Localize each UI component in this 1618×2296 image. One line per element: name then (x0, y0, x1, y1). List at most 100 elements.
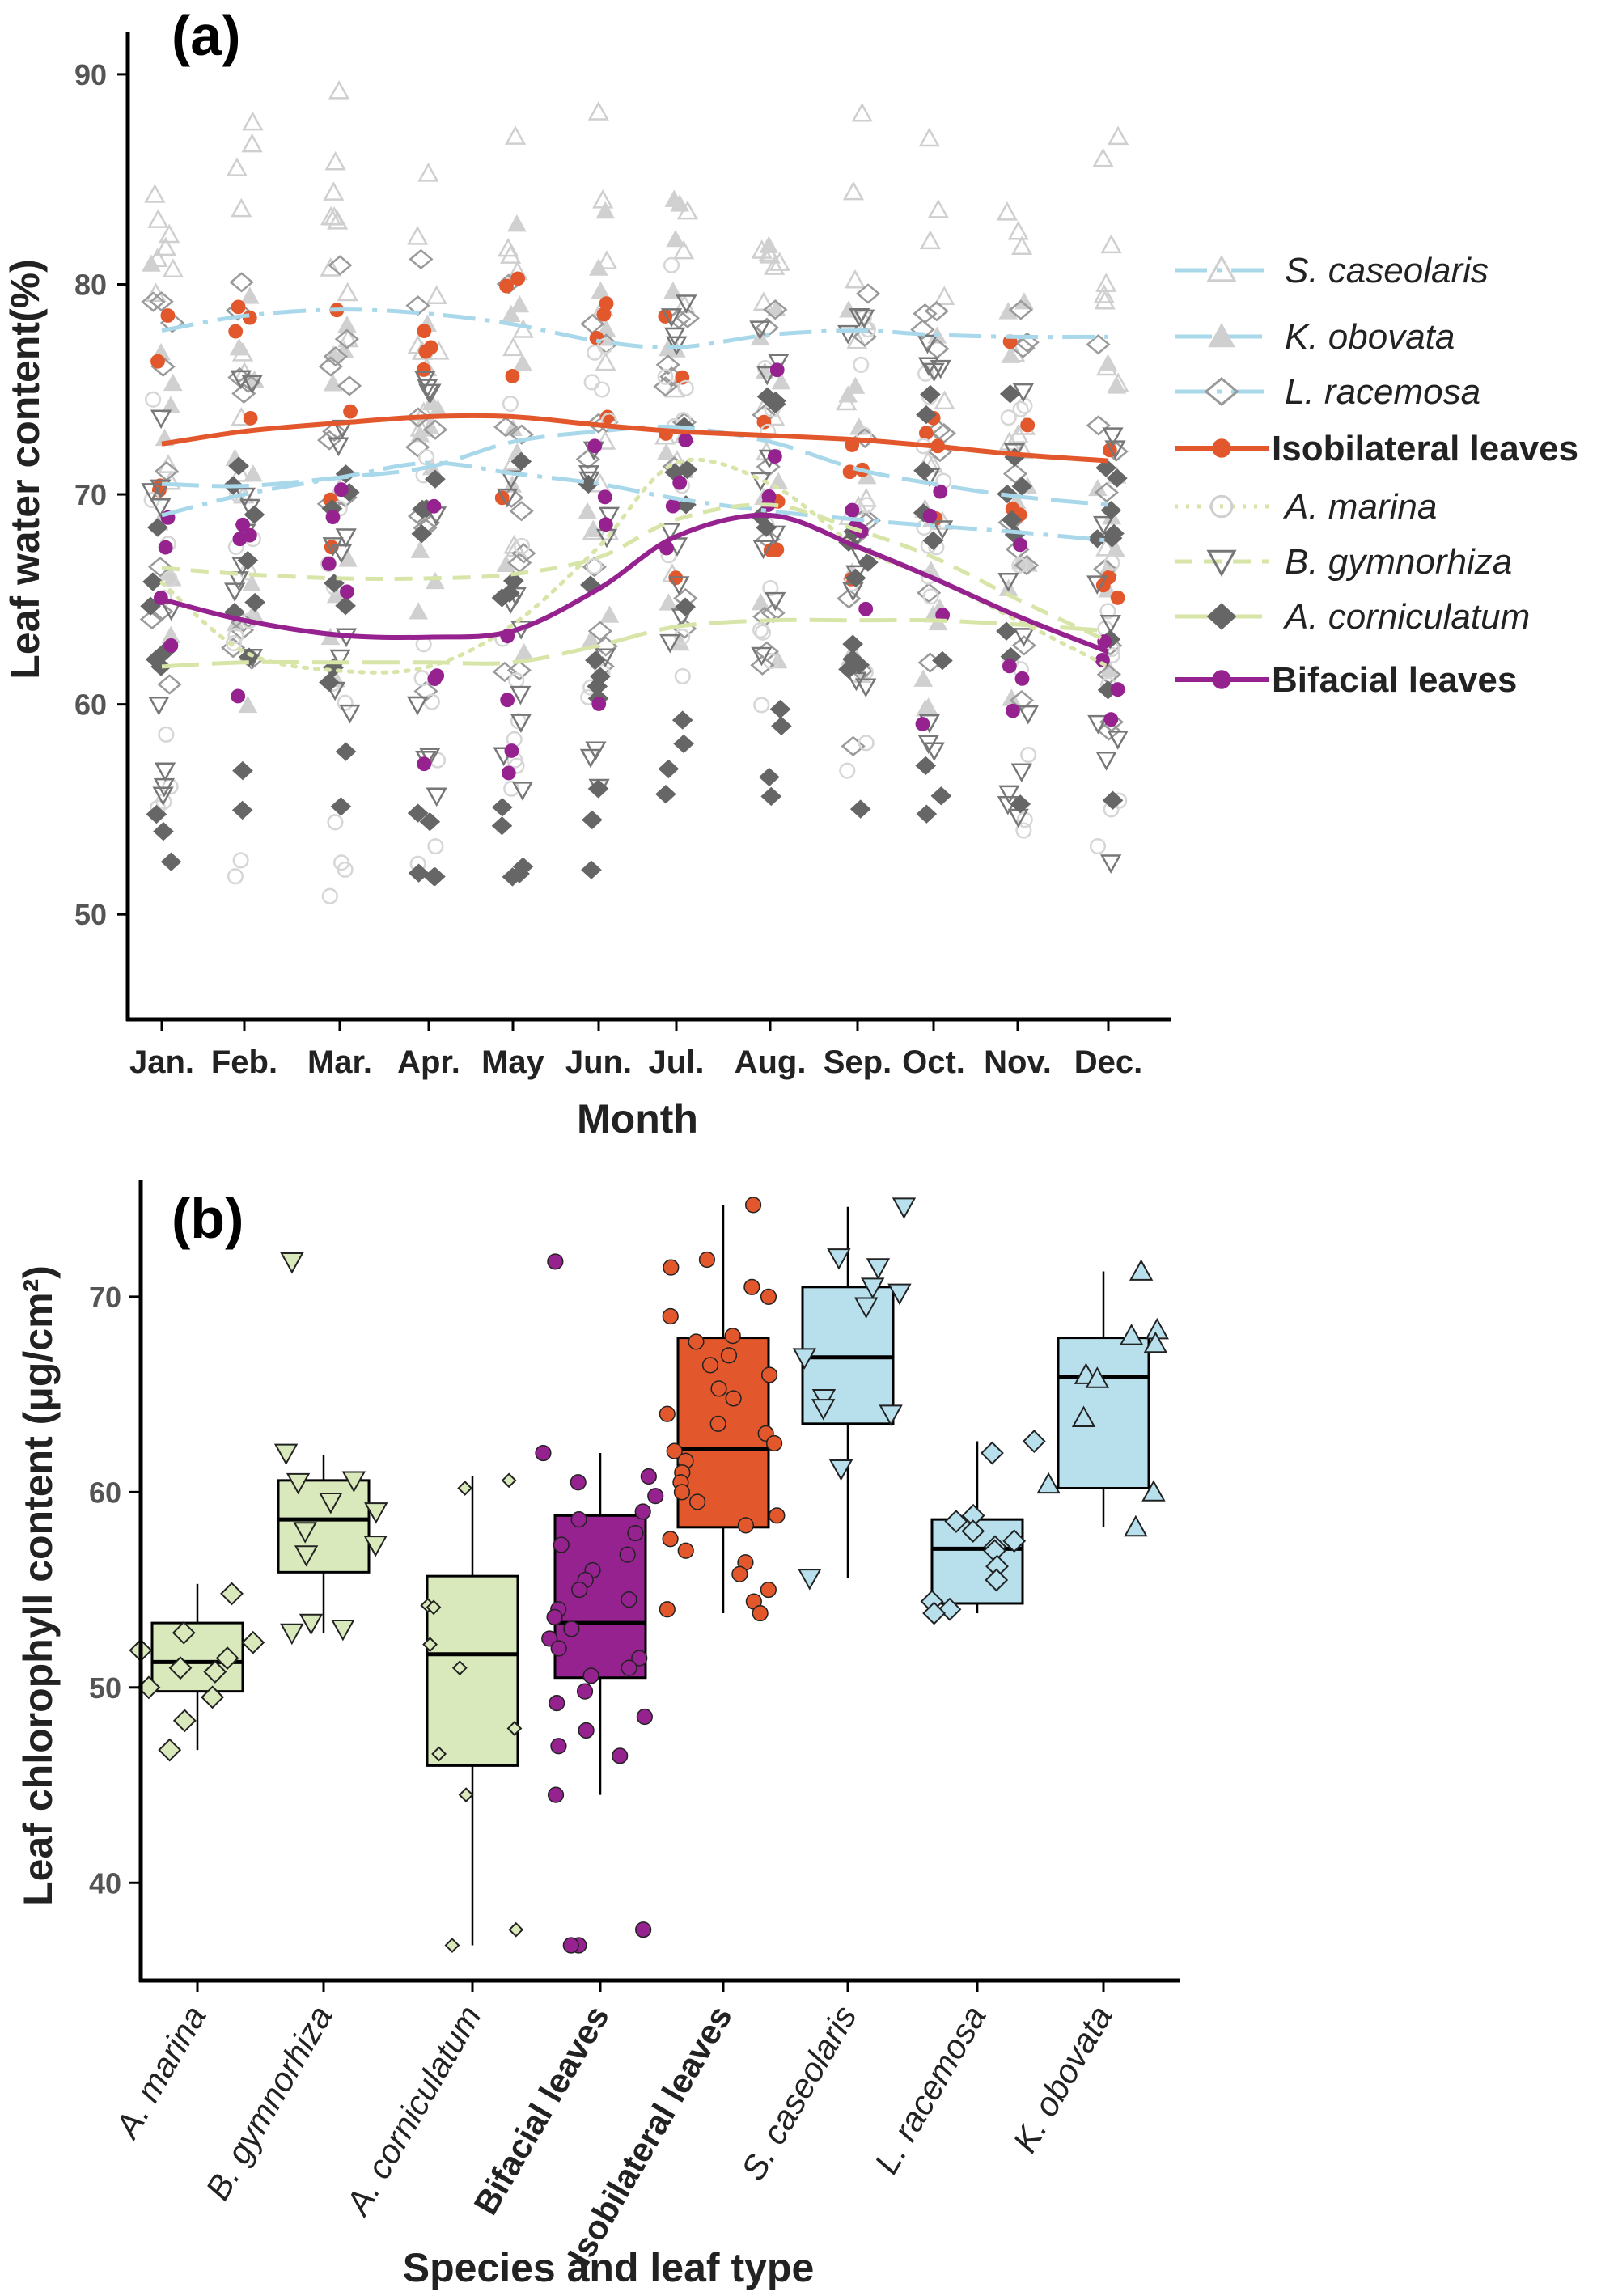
data-point (431, 1746, 447, 1762)
scatter-point (752, 540, 774, 560)
scatter-point (1097, 634, 1112, 649)
scatter-point (591, 697, 607, 711)
scatter-point (225, 634, 242, 652)
y-tick-label: 80 (74, 268, 107, 301)
scatter-point (664, 189, 684, 207)
scatter-point (502, 337, 524, 357)
scatter-point (657, 368, 674, 385)
scatter-point (769, 699, 791, 719)
scatter-point (858, 553, 879, 572)
scatter-point (930, 786, 952, 806)
panel-a-trend-lines (159, 307, 1111, 675)
scatter-point (150, 479, 172, 499)
scatter-point (842, 650, 863, 669)
scatter-point (506, 659, 532, 681)
y-tick-label: 70 (89, 1281, 121, 1314)
data-point (364, 1502, 388, 1524)
scatter-point (1001, 345, 1021, 363)
scatter-point (752, 291, 775, 311)
panel-b-y-axis-title: Leaf chlorophyll content (μg/cm²) (15, 1265, 61, 1906)
scatter-point (150, 354, 165, 369)
scatter-point (586, 557, 603, 574)
data-point (451, 1660, 468, 1676)
trend-line-s-caseolaris (161, 307, 1109, 350)
scatter-point (161, 396, 180, 413)
data-point (944, 1510, 968, 1533)
scatter-point (765, 591, 786, 612)
scatter-point (1020, 417, 1036, 433)
data-point (677, 1542, 694, 1559)
scatter-point (658, 759, 680, 779)
scatter-point (335, 464, 357, 484)
scatter-point (1086, 334, 1111, 355)
scatter-point (923, 742, 945, 762)
scatter-point (501, 304, 521, 323)
scatter-point (849, 799, 871, 819)
data-point (571, 1581, 588, 1599)
scatter-point (759, 235, 779, 253)
scatter-point (855, 283, 881, 304)
scatter-point (1007, 220, 1029, 240)
scatter-point (1095, 273, 1117, 292)
scatter-point (756, 366, 778, 386)
scatter-point (595, 351, 616, 371)
scatter-point (144, 184, 166, 203)
data-point (458, 1787, 474, 1803)
scatter-point (596, 250, 618, 269)
data-point (299, 1613, 324, 1636)
scatter-point (660, 308, 683, 328)
scatter-point (588, 258, 608, 276)
scatter-point (511, 782, 534, 801)
scatter-point (242, 527, 257, 543)
panel-a-label: (a) (172, 4, 241, 67)
x-tick-label: Dec. (1074, 1044, 1143, 1080)
trend-line-isobilateral-leaves (161, 413, 1109, 464)
scatter-point (998, 785, 1020, 805)
legend-item-l-racemosa: L. racemosa (1175, 372, 1480, 412)
scatter-point (426, 571, 445, 590)
scatter-point (409, 248, 434, 270)
scatter-point (1014, 671, 1030, 686)
scatter-point (754, 624, 772, 641)
data-point (724, 1328, 741, 1345)
scatter-point (417, 163, 439, 182)
data-point (636, 1708, 653, 1726)
scatter-point (157, 674, 182, 695)
data-point (1129, 1259, 1154, 1281)
x-tick-label: A. marina (107, 1999, 214, 2146)
scatter-point (423, 340, 438, 355)
scatter-point (510, 451, 532, 472)
scatter-point (666, 229, 685, 248)
scatter-point (514, 537, 531, 554)
data-point (631, 1650, 648, 1667)
scatter-point (845, 502, 860, 518)
scatter-point (1020, 746, 1037, 764)
scatter-point (1006, 703, 1020, 718)
scatter-point (496, 554, 516, 573)
data-point (985, 1568, 1009, 1592)
data-point (535, 1444, 552, 1462)
data-point (765, 1434, 783, 1452)
scatter-point (423, 866, 445, 887)
scatter-point (1102, 427, 1124, 447)
data-point (550, 1738, 567, 1755)
scatter-point (427, 671, 443, 686)
legend-label: L. racemosa (1285, 372, 1480, 412)
data-point (861, 1277, 885, 1299)
legend-marker (1206, 549, 1237, 578)
x-tick-label: Apr. (397, 1044, 460, 1080)
scatter-point (244, 592, 265, 612)
scatter-point (1110, 590, 1125, 605)
scatter-point (585, 650, 606, 670)
scatter-point (844, 269, 866, 289)
box-iqr (426, 1574, 519, 1767)
legend-item-a-marina: A. marina (1175, 487, 1437, 527)
scatter-point (141, 483, 163, 502)
data-point (798, 1569, 822, 1591)
scatter-point (771, 716, 792, 736)
scatter-point (674, 628, 691, 645)
scatter-point (752, 621, 769, 638)
x-tick-label: Oct. (902, 1044, 965, 1080)
scatter-point (228, 456, 249, 476)
scatter-point (509, 501, 534, 522)
